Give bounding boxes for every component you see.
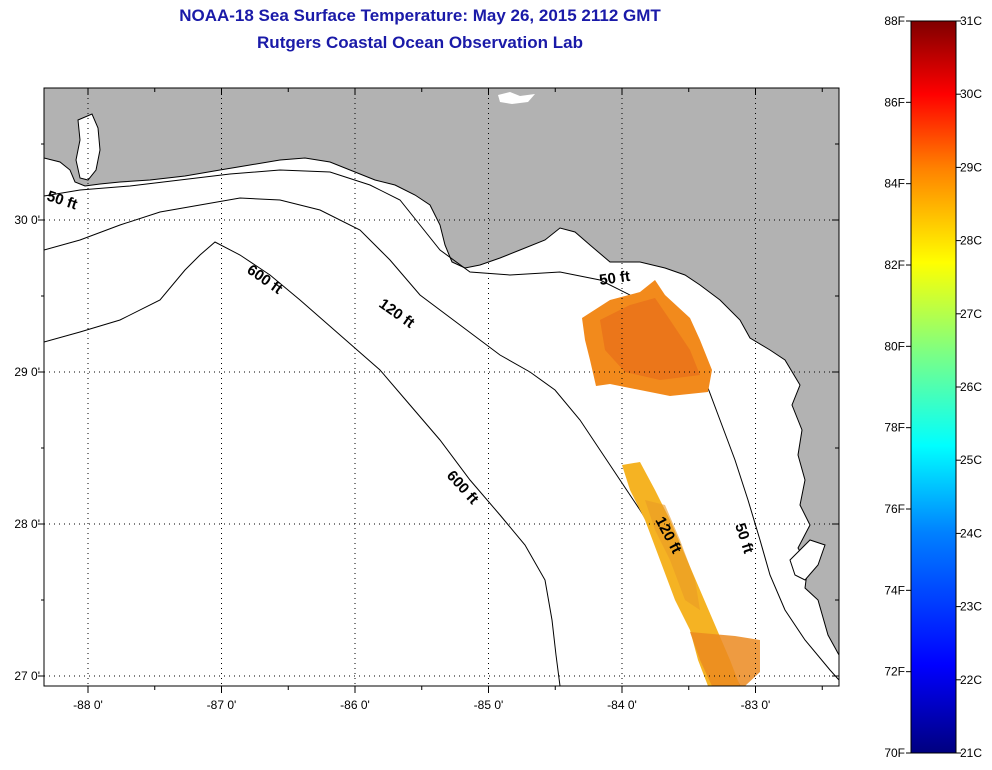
colorbar [910,20,957,754]
colorbar-celsius-label: 24C [960,526,982,540]
colorbar-celsius-label: 26C [960,380,982,394]
map-frame [43,87,840,687]
colorbar-fahrenheit-label: 82F [884,258,905,272]
latitude-axis: 30 0' 29 0' 28 0' 27 0' [14,143,839,683]
colorbar-celsius-label: 28C [960,234,982,248]
map-title: NOAA-18 Sea Surface Temperature: May 26,… [179,6,661,25]
sst-swath-south-mid [645,500,700,610]
colorbar-celsius-label: 25C [960,453,982,467]
colorbar-celsius-label: 22C [960,673,982,687]
map-subtitle: Rutgers Coastal Ocean Observation Lab [257,33,583,52]
longitude-label: -85 0' [474,698,504,712]
colorbar-fahrenheit-label: 88F [884,14,905,28]
colorbar-fahrenheit-label: 74F [884,583,905,597]
land-mass [44,88,839,656]
sst-swath-south-orange [690,632,760,686]
colorbar-ticks: 88F 86F 84F 82F 80F 78F 76F 74F 72F 70F 31C 30C 29C 2… [884,14,982,760]
mobile-bay [75,113,101,181]
colorbar-celsius-label: 30C [960,87,982,101]
colorbar-celsius-label: 31C [960,14,982,28]
colorbar-fahrenheit-label: 80F [884,339,905,353]
tampa-bay [789,539,826,581]
latitude-label: 29 0' [14,365,40,379]
latitude-label: 30 0' [14,213,40,227]
colorbar-celsius-label: 21C [960,746,982,760]
longitude-axis: -88 0' -87 0' -86 0' -85 0' -84 0' -83 0' [73,88,823,712]
isobath-50ft [44,169,839,681]
colorbar-celsius-label: 27C [960,307,982,321]
colorbar-fahrenheit-label: 84F [884,177,905,191]
colorbar-fahrenheit-label: 78F [884,421,905,435]
isobath-label: 50 ft [598,268,631,289]
longitude-label: -87 0' [207,698,237,712]
colorbar-fahrenheit-label: 76F [884,502,905,516]
longitude-label: -86 0' [340,698,370,712]
colorbar-celsius-label: 23C [960,600,982,614]
latitude-label: 27 0' [14,669,40,683]
colorbar-fahrenheit-label: 86F [884,95,905,109]
isobath-600ft [44,241,561,686]
colorbar-fahrenheit-label: 72F [884,665,905,679]
longitude-label: -88 0' [73,698,103,712]
sst-swath-north-dark [600,298,700,380]
longitude-label: -83 0' [741,698,771,712]
colorbar-fahrenheit-label: 70F [884,746,905,760]
latitude-label: 28 0' [14,517,40,531]
longitude-label: -84 0' [607,698,637,712]
colorbar-celsius-label: 29C [960,160,982,174]
inland-lake [498,92,535,104]
